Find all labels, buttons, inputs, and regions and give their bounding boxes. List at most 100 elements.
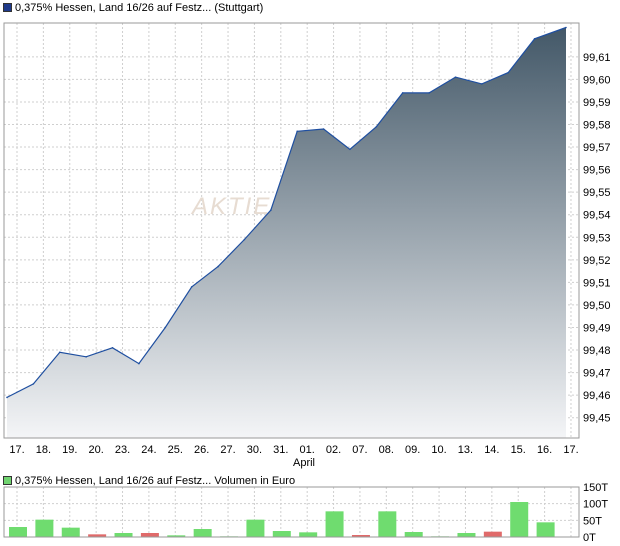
price-point <box>401 92 404 94</box>
price-x-tick-label: 16. <box>537 444 552 456</box>
price-x-tick-label: 14. <box>484 444 499 456</box>
volume-y-tick-label: 150T <box>583 482 608 494</box>
volume-bar <box>378 511 397 537</box>
price-point <box>322 128 325 130</box>
volume-bar <box>114 533 133 537</box>
price-x-tick-label: 15. <box>511 444 526 456</box>
price-area <box>6 26 567 438</box>
price-x-tick-label: 07. <box>352 444 367 456</box>
price-point <box>164 326 167 329</box>
volume-bar <box>299 532 318 537</box>
volume-bar <box>536 522 555 537</box>
price-y-tick-label: 99,46 <box>583 390 611 402</box>
price-area-fill <box>7 27 566 438</box>
price-line <box>6 26 567 398</box>
price-x-tick-label: 10. <box>431 444 446 456</box>
price-point <box>507 71 510 74</box>
price-x-tick-label: 17. <box>563 444 578 456</box>
price-legend-label: 0,375% Hessen, Land 16/26 auf Festz... (… <box>15 2 264 14</box>
price-y-axis: 99,45 99,46 99,47 99,48 99,49 99,50 99,51 99,52… <box>583 52 611 425</box>
price-x-axis: 17. 18. 19. 20. 23. 24. 25. 26. 27. 30. 31. 01. 02. 0… <box>9 444 578 456</box>
price-point <box>243 238 246 241</box>
price-x-tick-label: 23. <box>115 444 130 456</box>
volume-grid <box>4 486 579 538</box>
volume-bars <box>9 502 555 537</box>
price-point <box>58 351 61 354</box>
volume-bar <box>351 535 370 537</box>
price-y-tick-label: 99,52 <box>583 255 611 267</box>
price-x-tick-label: 19. <box>62 444 77 456</box>
price-x-tick-label: 20. <box>88 444 103 456</box>
volume-y-axis: 0T 50T 100T 150T <box>583 482 608 544</box>
price-point <box>217 265 219 268</box>
volume-y-tick-label: 50T <box>583 515 602 527</box>
price-point <box>6 396 8 399</box>
volume-bar <box>510 502 529 537</box>
price-y-tick-label: 99,51 <box>583 277 611 289</box>
volume-bar <box>9 527 27 537</box>
price-y-tick-label: 99,48 <box>583 345 611 357</box>
price-point <box>375 125 378 128</box>
price-point <box>428 92 430 94</box>
volume-bar <box>404 532 423 537</box>
price-x-tick-label: 17. <box>9 444 24 456</box>
price-y-tick-label: 99,54 <box>583 210 611 222</box>
month-label: April <box>293 457 315 469</box>
price-y-tick-label: 99,47 <box>583 368 611 380</box>
price-point <box>481 83 483 85</box>
volume-bar <box>167 535 186 537</box>
price-x-tick-label: 02. <box>326 444 341 456</box>
price-x-tick-label: 24. <box>141 444 156 456</box>
price-y-tick-label: 99,49 <box>583 322 611 334</box>
price-y-tick-label: 99,45 <box>583 413 611 425</box>
price-y-tick-label: 99,55 <box>583 187 611 199</box>
volume-bar <box>35 519 54 537</box>
price-point <box>296 130 298 133</box>
price-point <box>190 286 193 288</box>
price-point <box>565 26 567 29</box>
volume-y-tick-label: 100T <box>583 499 608 511</box>
price-y-tick-label: 99,61 <box>583 52 611 64</box>
price-y-tick-label: 99,59 <box>583 97 611 109</box>
price-x-tick-label: 31. <box>273 444 288 456</box>
price-plot-frame <box>3 22 580 439</box>
price-point <box>111 346 114 349</box>
volume-bar <box>483 531 502 537</box>
price-point <box>533 37 536 40</box>
volume-bar <box>457 533 476 537</box>
price-x-tick-label: 25. <box>168 444 183 456</box>
price-x-tick-label: 30. <box>247 444 262 456</box>
volume-plot-frame <box>3 486 580 538</box>
price-x-tick-label: 26. <box>194 444 209 456</box>
price-point <box>85 356 87 358</box>
volume-bar <box>246 519 265 537</box>
price-x-tick-label: 13. <box>458 444 473 456</box>
volume-legend-label: 0,375% Hessen, Land 16/26 auf Festz... V… <box>15 475 296 487</box>
price-y-tick-label: 99,56 <box>583 165 611 177</box>
price-point <box>454 76 457 78</box>
volume-y-tick-label: 0T <box>583 532 596 544</box>
price-point <box>32 383 35 385</box>
price-y-tick-label: 99,58 <box>583 119 611 131</box>
price-y-tick-label: 99,53 <box>583 232 611 244</box>
volume-bar <box>88 534 107 537</box>
price-x-tick-label: 18. <box>36 444 51 456</box>
price-y-tick-label: 99,60 <box>583 74 611 86</box>
volume-bar <box>193 529 212 537</box>
volume-bar <box>325 511 344 537</box>
price-y-tick-label: 99,50 <box>583 300 611 312</box>
price-x-tick-label: 09. <box>405 444 420 456</box>
volume-bar <box>272 531 291 537</box>
price-x-tick-label: 01. <box>300 444 315 456</box>
price-x-tick-label: 27. <box>220 444 235 456</box>
price-y-tick-label: 99,57 <box>583 142 611 154</box>
volume-bar <box>61 527 80 537</box>
volume-legend-swatch <box>3 476 12 485</box>
price-x-tick-label: 08. <box>379 444 394 456</box>
volume-bar <box>140 533 159 537</box>
price-point <box>270 209 272 212</box>
price-point <box>138 362 140 365</box>
price-legend-swatch <box>3 3 12 12</box>
price-point <box>349 148 351 151</box>
